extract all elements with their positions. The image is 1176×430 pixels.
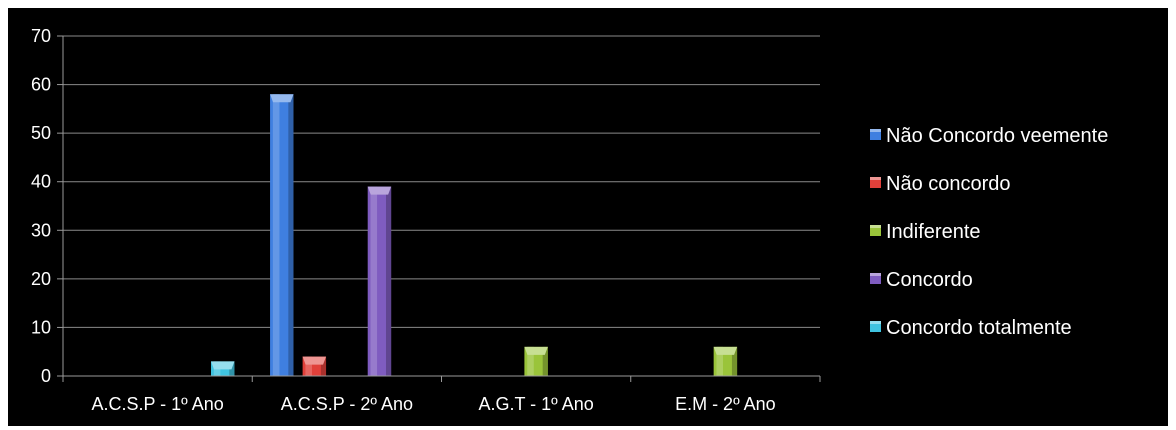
y-tick-label: 10 [31, 317, 51, 337]
bar [367, 186, 392, 376]
y-tick-label: 70 [31, 26, 51, 46]
axes [57, 35, 821, 382]
bar [270, 94, 294, 377]
y-axis-ticks: 0 10 20 30 40 50 60 70 [31, 26, 51, 386]
legend-label: Não Concordo veemente [886, 125, 1108, 147]
bar [211, 361, 235, 376]
legend-swatch [870, 225, 881, 236]
legend-label: Concordo totalmente [886, 317, 1072, 339]
legend-swatch [870, 129, 881, 140]
x-tick-label: A.G.T - 1º Ano [478, 394, 593, 414]
x-tick-label: A.C.S.P - 1º Ano [91, 394, 223, 414]
legend-label: Não concordo [886, 173, 1011, 195]
bar [524, 346, 548, 376]
legend-entry: Concordo [870, 269, 973, 291]
legend-swatch [870, 321, 881, 332]
bar [302, 356, 327, 376]
legend-entry: Concordo totalmente [870, 317, 1072, 339]
x-axis-ticks: A.C.S.P - 1º Ano A.C.S.P - 2º Ano A.G.T - … [91, 394, 775, 414]
legend-entry: Indiferente [870, 221, 981, 243]
y-tick-label: 20 [31, 269, 51, 289]
legend: Não Concordo veemente Não concordo Indifer… [870, 125, 1108, 339]
chart-panel: 0 10 20 30 40 50 60 70 A.C.S.P - 1º Ano A.C.S.P … [8, 8, 1168, 426]
legend-label: Concordo [886, 269, 973, 291]
y-tick-label: 0 [41, 366, 51, 386]
bar [713, 346, 738, 376]
legend-swatch [870, 177, 881, 188]
legend-entry: Não concordo [870, 173, 1011, 195]
y-tick-label: 40 [31, 172, 51, 192]
x-tick-label: A.C.S.P - 2º Ano [281, 394, 413, 414]
y-tick-label: 50 [31, 123, 51, 143]
legend-label: Indiferente [886, 221, 981, 243]
gridlines [63, 35, 820, 328]
legend-entry: Não Concordo veemente [870, 125, 1108, 147]
y-tick-label: 30 [31, 220, 51, 240]
x-tick-label: E.M - 2º Ano [675, 394, 776, 414]
legend-swatch [870, 273, 881, 284]
y-tick-label: 60 [31, 75, 51, 95]
bars [211, 94, 738, 377]
